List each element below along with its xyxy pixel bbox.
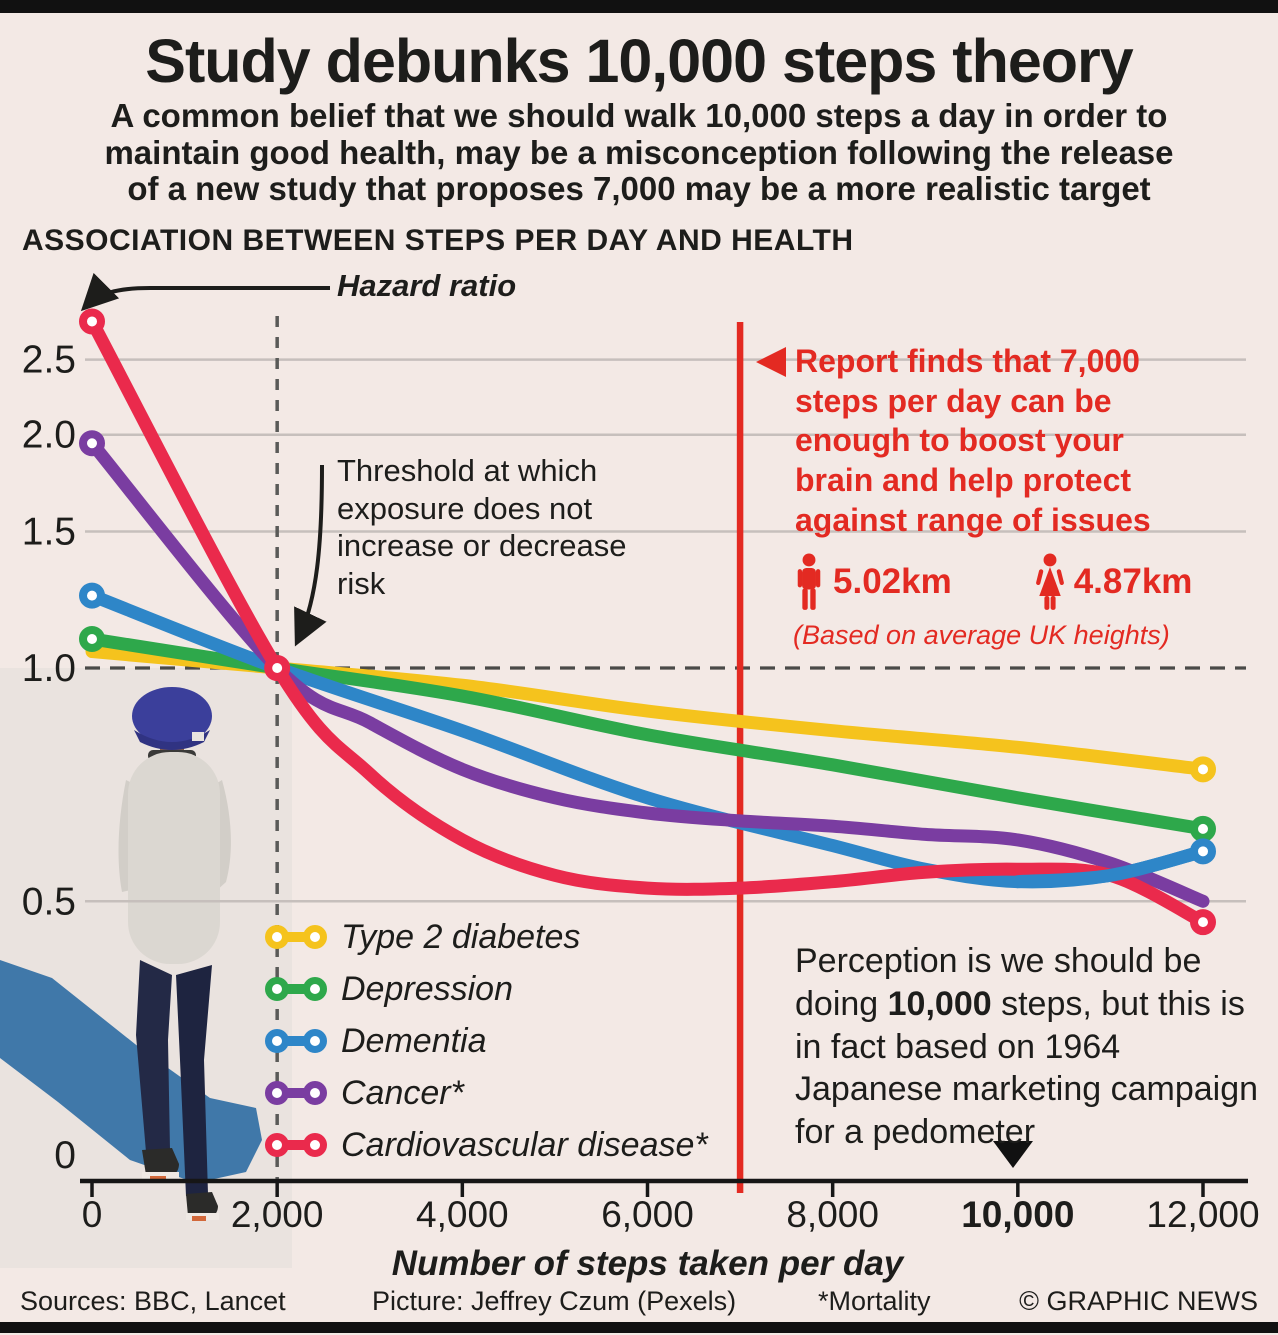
y-tick-label-2.5: 2.5	[22, 339, 76, 382]
y-tick-label-1: 1.0	[22, 647, 76, 690]
end-marker-4	[1190, 909, 1216, 936]
report-pointer-triangle-icon	[756, 347, 786, 377]
threshold-annotation: Threshold at which exposure does not inc…	[337, 453, 627, 601]
end-marker-0	[1190, 756, 1216, 783]
perception-text-pre: Perception is we should be doing	[795, 942, 1202, 1023]
legend-label: Cancer*	[341, 1073, 464, 1112]
legend-marker-icon	[265, 1081, 327, 1105]
curve-cancer-	[85, 436, 1210, 908]
footer-picture-credit: Picture: Jeffrey Czum (Pexels)	[372, 1286, 737, 1316]
woman-icon	[1035, 553, 1064, 610]
legend-item-type-2-diabetes: Type 2 diabetes	[265, 911, 708, 963]
legend-item-depression: Depression	[265, 963, 708, 1015]
threshold-arrow	[294, 464, 327, 647]
chart-legend: Type 2 diabetes Depression Dementia Canc…	[265, 911, 708, 1171]
legend-marker-icon	[265, 1133, 327, 1157]
perception-text-bold: 10,000	[887, 984, 992, 1023]
bottom-black-bar	[0, 1322, 1278, 1333]
x-tick-label-0: 0	[82, 1194, 103, 1235]
x-tick-label-2000: 2,000	[231, 1194, 324, 1235]
x-tick-label-8000: 8,000	[786, 1194, 879, 1235]
legend-marker-icon	[265, 1029, 327, 1053]
start-marker-1	[79, 625, 105, 652]
legend-label: Dementia	[341, 1021, 487, 1060]
legend-item-cardiovascular-disease-: Cardiovascular disease*	[265, 1119, 708, 1171]
walking-man-figure	[118, 687, 231, 1221]
distance-row: 5.02km 4.87km	[793, 553, 1263, 611]
y-tick-label-1.5: 1.5	[22, 511, 76, 554]
x-tick-label-12000: 12,000	[1146, 1194, 1259, 1235]
man-icon	[797, 553, 821, 610]
legend-label: Depression	[341, 969, 513, 1008]
perception-annotation: Perception is we should be doing 10,000 …	[795, 940, 1275, 1154]
top-black-bar	[0, 0, 1278, 13]
start-marker-2	[79, 582, 105, 609]
curve-cardiovascular-disease-	[85, 314, 1210, 929]
x-tick-label-4000: 4,000	[416, 1194, 509, 1235]
start-marker-3	[79, 430, 105, 457]
legend-item-cancer-: Cancer*	[265, 1067, 708, 1119]
hazard-ratio-label: Hazard ratio	[337, 268, 517, 303]
y-tick-label-2: 2.0	[22, 414, 76, 457]
x-tick-label-10000: 10,000	[961, 1194, 1074, 1235]
perception-text-post: steps, but this is in fact based on 1964…	[795, 984, 1259, 1152]
walking-person-photo	[0, 668, 292, 1268]
female-distance-value: 4.87km	[1073, 562, 1193, 601]
footer-mortality-note: *Mortality	[818, 1286, 931, 1316]
end-marker-2	[1190, 838, 1216, 865]
page-subtitle: A common belief that we should walk 10,0…	[104, 97, 1174, 208]
legend-marker-icon	[265, 925, 327, 949]
hazard-ratio-arrow	[80, 272, 330, 312]
threshold-crossing-marker	[264, 655, 291, 681]
y-tick-label-0: 0	[54, 1134, 76, 1177]
perception-pointer-triangle-icon	[993, 1141, 1033, 1168]
footer-sources: Sources: BBC, Lancet	[20, 1286, 286, 1316]
start-marker-4	[79, 308, 105, 335]
legend-item-dementia: Dementia	[265, 1015, 708, 1067]
legend-label: Cardiovascular disease*	[341, 1125, 708, 1164]
y-tick-label-0.5: 0.5	[22, 880, 76, 923]
end-marker-1	[1190, 815, 1216, 842]
male-distance-value: 5.02km	[833, 562, 952, 601]
x-axis-title: Number of steps taken per day	[391, 1244, 904, 1283]
curve-dementia-tail	[1011, 844, 1210, 889]
legend-marker-icon	[265, 977, 327, 1001]
x-tick-label-6000: 6,000	[601, 1194, 694, 1235]
chart-section-header: ASSOCIATION BETWEEN STEPS PER DAY AND HE…	[22, 224, 854, 257]
report-annotation: Report finds that 7,000 steps per day ca…	[795, 343, 1151, 538]
uk-heights-note: (Based on average UK heights)	[793, 620, 1170, 650]
legend-label: Type 2 diabetes	[341, 917, 581, 956]
page-title: Study debunks 10,000 steps theory	[145, 27, 1133, 95]
footer-graphic-news-credit: © GRAPHIC NEWS	[1019, 1286, 1258, 1316]
